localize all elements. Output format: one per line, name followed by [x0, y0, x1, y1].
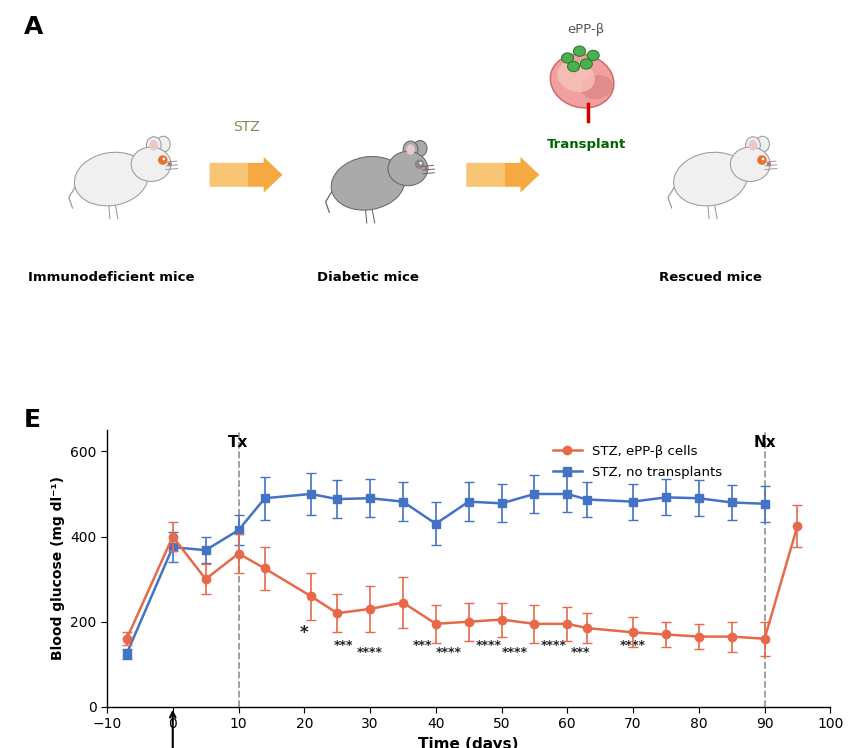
Ellipse shape — [674, 153, 747, 206]
Ellipse shape — [150, 140, 158, 150]
Circle shape — [767, 162, 771, 166]
Ellipse shape — [562, 53, 574, 63]
Ellipse shape — [746, 137, 760, 153]
Circle shape — [415, 159, 425, 169]
Text: ****: **** — [541, 640, 568, 652]
Ellipse shape — [568, 61, 580, 72]
Text: E: E — [24, 408, 41, 432]
Text: ****: **** — [475, 640, 502, 652]
Ellipse shape — [580, 59, 592, 69]
Text: ****: **** — [620, 640, 646, 652]
Text: ***: *** — [413, 640, 432, 652]
Ellipse shape — [580, 75, 613, 99]
Ellipse shape — [730, 147, 770, 182]
Ellipse shape — [407, 144, 415, 155]
Text: ePP-β: ePP-β — [568, 23, 605, 36]
Ellipse shape — [131, 147, 171, 182]
Text: ***: *** — [571, 646, 590, 659]
Circle shape — [168, 162, 172, 166]
Ellipse shape — [157, 136, 170, 152]
Ellipse shape — [331, 156, 405, 210]
FancyArrow shape — [210, 157, 282, 193]
Ellipse shape — [756, 136, 770, 152]
Ellipse shape — [550, 54, 614, 108]
Text: STZ: STZ — [233, 120, 260, 134]
X-axis label: Time (days): Time (days) — [419, 737, 519, 748]
Ellipse shape — [574, 46, 586, 56]
Text: Diabetic mice: Diabetic mice — [317, 272, 419, 284]
FancyArrow shape — [467, 163, 505, 187]
Text: Rescued mice: Rescued mice — [659, 272, 762, 284]
Circle shape — [419, 162, 422, 165]
Text: ****: **** — [436, 646, 462, 659]
Ellipse shape — [388, 151, 428, 186]
Ellipse shape — [557, 61, 595, 92]
Text: Nx: Nx — [753, 435, 776, 450]
Ellipse shape — [413, 141, 427, 156]
Text: STZ: STZ — [158, 712, 187, 748]
Text: ****: **** — [502, 646, 527, 659]
Text: *: * — [300, 624, 308, 642]
Ellipse shape — [587, 50, 599, 61]
Text: A: A — [24, 16, 44, 40]
Circle shape — [158, 156, 168, 165]
Text: ***: *** — [334, 640, 354, 652]
Ellipse shape — [749, 140, 758, 150]
Circle shape — [163, 158, 165, 160]
Text: Tx: Tx — [229, 435, 249, 450]
Ellipse shape — [146, 137, 161, 153]
Circle shape — [425, 166, 429, 171]
Legend: STZ, ePP-β cells, STZ, no transplants: STZ, ePP-β cells, STZ, no transplants — [548, 440, 728, 484]
Ellipse shape — [403, 141, 418, 158]
Y-axis label: Blood glucose (mg dl⁻¹): Blood glucose (mg dl⁻¹) — [51, 476, 65, 660]
Circle shape — [762, 158, 764, 160]
Text: Transplant: Transplant — [547, 138, 626, 151]
Circle shape — [758, 156, 767, 165]
FancyArrow shape — [210, 163, 248, 187]
Ellipse shape — [74, 153, 148, 206]
FancyArrow shape — [467, 157, 539, 193]
Text: ****: **** — [357, 646, 383, 659]
Text: Immunodeficient mice: Immunodeficient mice — [28, 272, 194, 284]
